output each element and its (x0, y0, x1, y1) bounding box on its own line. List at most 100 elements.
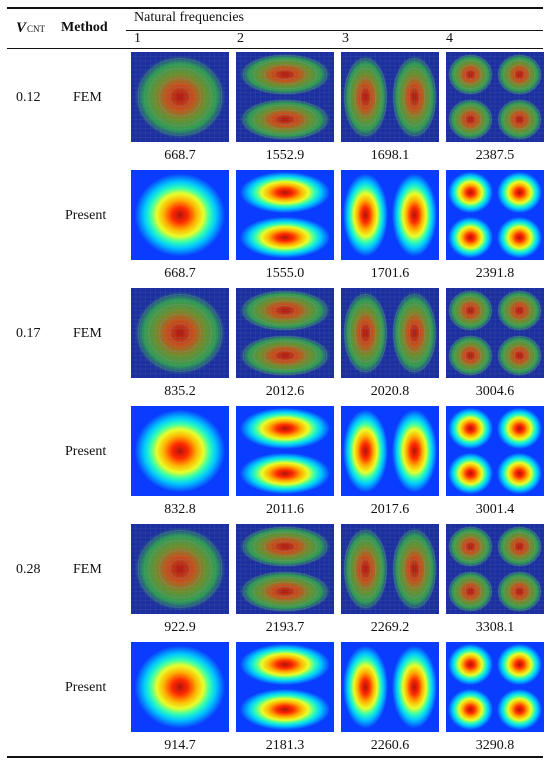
mode-shape-svg (446, 406, 544, 496)
contour-line (253, 531, 317, 562)
contour-line (253, 340, 317, 371)
mode-lobe (496, 570, 543, 613)
contour-line (253, 576, 317, 607)
contour-line (263, 345, 307, 366)
mode-shape-plot (341, 406, 439, 496)
mode-lobe (342, 55, 389, 139)
mode-shape-svg (236, 642, 334, 732)
frequency-value: 832.8 (164, 502, 196, 517)
method-label: Present (65, 444, 107, 459)
contour-line (508, 64, 531, 85)
mesh-grid (236, 524, 334, 614)
mode-shape-plot (236, 642, 334, 732)
frequency-value: 1698.1 (370, 148, 410, 163)
frequency-value: 1701.6 (370, 266, 410, 281)
method-header: Method (61, 20, 108, 35)
mode-lobe (239, 525, 331, 568)
contour-line (449, 526, 492, 567)
contour-line (393, 294, 436, 372)
contour-line (158, 549, 202, 589)
method-label: FEM (73, 562, 102, 577)
mode-shape-plot (131, 406, 229, 496)
mode-lobe (134, 409, 226, 493)
mode-lobe (239, 688, 331, 731)
frequency-value: 3290.8 (475, 738, 515, 753)
contour-line (169, 87, 191, 107)
mode-lobe (496, 407, 543, 450)
contour-line (449, 54, 492, 95)
contour-line (169, 559, 191, 579)
mesh-grid (341, 524, 439, 614)
mode-lobe (496, 452, 543, 495)
mesh-grid (236, 288, 334, 378)
mode-shape-svg (236, 288, 334, 378)
mode-lobe (391, 291, 438, 375)
method-label: FEM (73, 90, 102, 105)
frequency-value: 2012.6 (265, 384, 305, 399)
contour-line (158, 313, 202, 353)
mode-lobe (447, 216, 494, 259)
mode-lobe (496, 98, 543, 141)
mode-lobe (391, 645, 438, 729)
frequency-value: 3308.1 (475, 620, 515, 635)
contour-line (274, 114, 296, 125)
contour-line (513, 541, 526, 552)
contour-line (454, 104, 487, 135)
mode-lobe (447, 334, 494, 377)
contour-line (242, 335, 328, 376)
mode-lobe (239, 216, 331, 259)
contour-line (169, 323, 191, 343)
contour-line (253, 104, 317, 135)
vcnt-value: 0.17 (16, 326, 41, 341)
mode-lobe (391, 55, 438, 139)
contour-line (263, 64, 307, 85)
contour-line (242, 571, 328, 612)
mode-lobe (134, 173, 226, 257)
contour-line (464, 69, 477, 80)
mode-shape-plot (341, 52, 439, 142)
mode-shape-svg (446, 524, 544, 614)
contour-line (454, 295, 487, 326)
mode-shape-plot (341, 170, 439, 260)
mode-lobe (447, 289, 494, 332)
contour-line (508, 345, 531, 366)
contour-line (274, 541, 296, 552)
contour-line (359, 323, 372, 343)
vcnt-subscript: CNT (27, 24, 46, 34)
mesh-grid (236, 52, 334, 142)
header-sub-rule (126, 30, 543, 31)
contour-line (498, 290, 541, 331)
mode-shape-plot (341, 288, 439, 378)
contour-line (398, 539, 431, 599)
frequency-value: 2269.2 (370, 620, 410, 635)
mode-lobe (239, 289, 331, 332)
contour-line (274, 305, 296, 316)
contour-line (274, 350, 296, 361)
contour-line (513, 69, 526, 80)
mode-shape-plot (446, 170, 544, 260)
mode-shape-svg (446, 642, 544, 732)
contour-line (503, 531, 536, 562)
mode-lobe (391, 173, 438, 257)
contour-line (263, 300, 307, 321)
contour-line (464, 305, 477, 316)
frequency-value: 835.2 (164, 384, 196, 399)
mode-lobe (239, 53, 331, 96)
mode-shape-svg (236, 52, 334, 142)
contour-line (513, 586, 526, 597)
contour-line (449, 571, 492, 612)
mode-shape-svg (131, 642, 229, 732)
mode-shape-svg (341, 642, 439, 732)
mode-shape-plot (446, 52, 544, 142)
vcnt-symbol: V (16, 20, 27, 36)
mode-lobe (342, 409, 389, 493)
mode-lobe (496, 643, 543, 686)
contour-line (408, 87, 421, 107)
frequency-value: 668.7 (164, 266, 196, 281)
contour-line (498, 335, 541, 376)
mode-lobe (134, 645, 226, 729)
contour-line (503, 340, 536, 371)
contour-line (148, 303, 212, 363)
header-rule (7, 48, 543, 49)
contour-line (513, 114, 526, 125)
